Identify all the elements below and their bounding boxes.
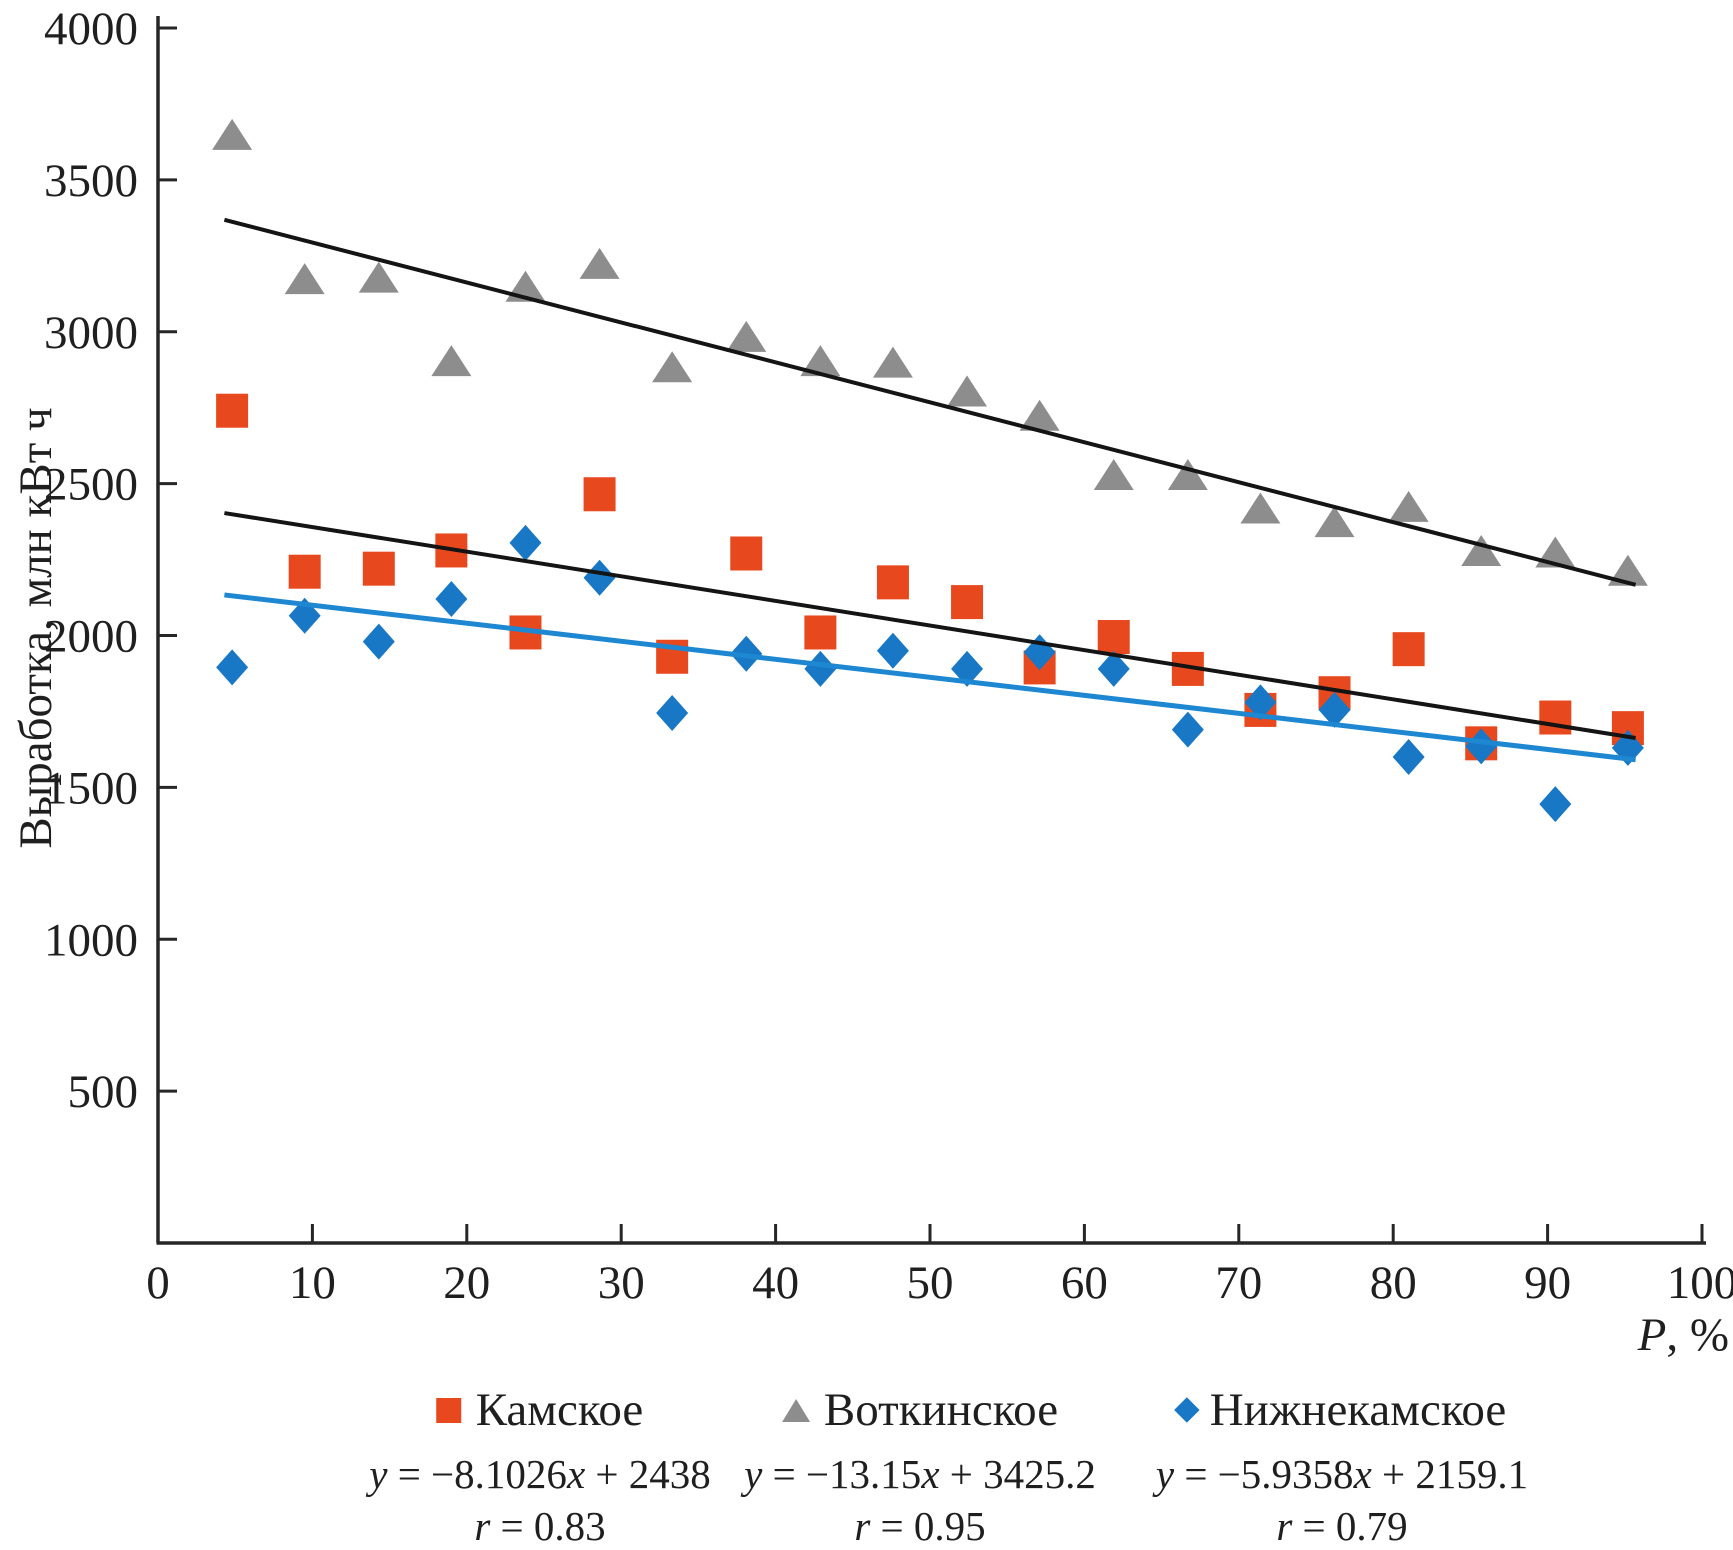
legend-item-votkinskoe: Воткинское y = −13.15x + 3425.2 r = 0.95 [744,1384,1096,1550]
diamond-marker-icon [1173,1397,1200,1423]
correlation-coefficient: r = 0.79 [1276,1503,1408,1549]
svg-text:10: 10 [289,1257,336,1309]
square-marker-icon [436,1397,462,1423]
svg-text:0: 0 [146,1257,170,1309]
svg-text:4000: 4000 [44,3,138,55]
svg-text:100: 100 [1667,1257,1733,1309]
svg-text:90: 90 [1524,1257,1571,1309]
x-axis-title: P, % [1637,1309,1729,1361]
scatter-plot: 0 10 20 30 40 50 60 70 80 90 100 500 1000 1500 2000 250… [44,3,1733,1309]
svg-text:1000: 1000 [44,914,138,966]
legend-item-kamskoe: Камское y = −8.1026x + 2438 r = 0.83 [369,1384,711,1550]
svg-text:40: 40 [752,1257,799,1309]
y-axis-title: Выработка, млн кВт ч [10,407,62,849]
legend-item-nizhnekamskoe: Нижнекамское y = −5.9358x + 2159.1 r = 0… [1156,1384,1528,1550]
trend-equation: y = −5.9358x + 2159.1 [1155,1451,1529,1497]
svg-text:2500: 2500 [44,459,138,511]
legend-label: Нижнекамское [1209,1384,1507,1436]
legend: Камское y = −8.1026x + 2438 r = 0.83 Вот… [0,1384,1733,1549]
svg-text:500: 500 [68,1066,139,1118]
correlation-coefficient: r = 0.95 [854,1503,986,1549]
svg-text:50: 50 [907,1257,954,1309]
svg-text:20: 20 [443,1257,490,1309]
svg-text:30: 30 [598,1257,645,1309]
svg-text:80: 80 [1370,1257,1417,1309]
svg-text:3500: 3500 [44,155,138,207]
svg-text:1500: 1500 [44,762,138,814]
svg-text:70: 70 [1215,1257,1262,1309]
svg-text:2000: 2000 [44,611,138,663]
trend-equation: y = −13.15x + 3425.2 [744,1451,1096,1497]
trend-equation: y = −8.1026x + 2438 [369,1451,711,1497]
legend-label: Воткинское [823,1384,1059,1436]
svg-text:60: 60 [1061,1257,1108,1309]
legend-label: Камское [475,1384,644,1436]
correlation-coefficient: r = 0.83 [474,1503,606,1549]
triangle-marker-icon [781,1398,810,1422]
svg-text:3000: 3000 [44,307,138,359]
